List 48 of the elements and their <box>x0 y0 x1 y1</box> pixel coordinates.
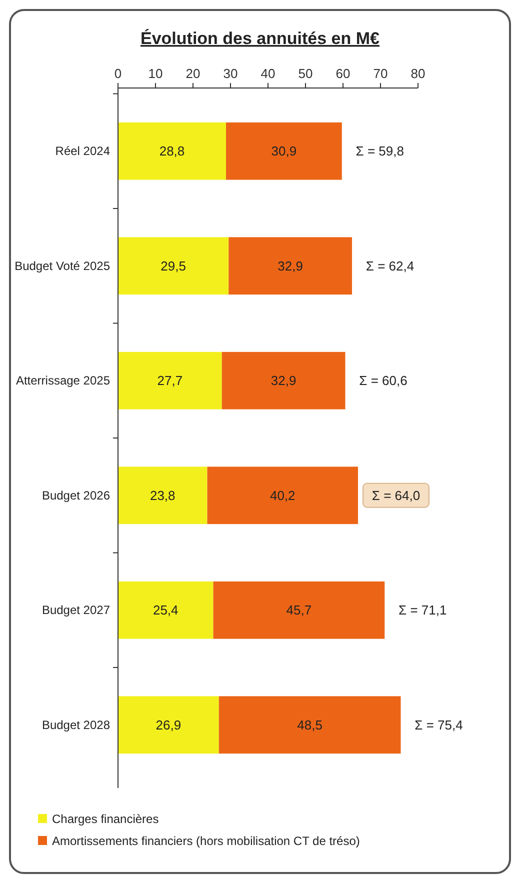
data-label: 29,5 <box>160 258 186 274</box>
data-label: 27,7 <box>157 373 183 388</box>
data-label: 23,8 <box>150 488 176 503</box>
y-tick-label: Réel 2024 <box>55 144 110 158</box>
data-label: 32,9 <box>270 373 296 388</box>
x-tick-label: 10 <box>148 66 163 81</box>
y-tick-label: Budget Voté 2025 <box>14 258 110 273</box>
x-tick-label: 60 <box>336 66 350 81</box>
bar <box>226 122 342 180</box>
x-tick-label: 40 <box>260 66 276 81</box>
total-label: Σ = 62,4 <box>366 258 414 274</box>
bar <box>118 581 214 639</box>
total-label: Σ = 60,6 <box>359 373 408 388</box>
x-tick-label: 0 <box>114 66 122 81</box>
data-label: 40,2 <box>270 488 296 503</box>
legend-label: Charges financières <box>52 812 159 826</box>
bar <box>118 237 229 295</box>
bar <box>218 696 401 754</box>
total-label: Σ = 59,8 <box>356 144 404 159</box>
data-label: 26,9 <box>156 717 182 732</box>
bar <box>118 466 208 524</box>
data-label: 45,7 <box>286 602 312 618</box>
x-tick-label: 70 <box>373 66 388 81</box>
bar <box>222 352 346 410</box>
x-tick-label: 20 <box>186 66 200 81</box>
y-tick-label: Budget 2027 <box>42 603 110 618</box>
bar <box>118 696 219 754</box>
bar <box>118 352 222 410</box>
data-label: 25,4 <box>152 602 178 618</box>
y-tick-label: Atterrissage 2025 <box>16 374 110 388</box>
x-tick-label: 30 <box>223 66 238 81</box>
bar <box>207 466 358 524</box>
bar <box>213 581 385 639</box>
legend-label: Amortissements financiers (hors mobilisation CT de tréso) <box>52 834 360 848</box>
chart-title: Évolution des annuités en M€ <box>140 28 380 48</box>
total-label: Σ = 71,1 <box>398 602 447 618</box>
total-label: Σ = 64,0 <box>372 488 420 503</box>
data-label: 28,8 <box>159 144 185 159</box>
data-label: 48,5 <box>297 717 322 732</box>
bar <box>118 122 226 180</box>
total-label: Σ = 75,4 <box>414 717 463 732</box>
x-tick-label: 50 <box>298 66 313 81</box>
x-tick-label: 80 <box>410 66 426 81</box>
data-label: 30,9 <box>271 144 297 159</box>
bar <box>228 237 352 295</box>
data-label: 32,9 <box>278 258 303 274</box>
y-tick-label: Budget 2026 <box>42 488 110 502</box>
y-tick-label: Budget 2028 <box>42 718 110 732</box>
